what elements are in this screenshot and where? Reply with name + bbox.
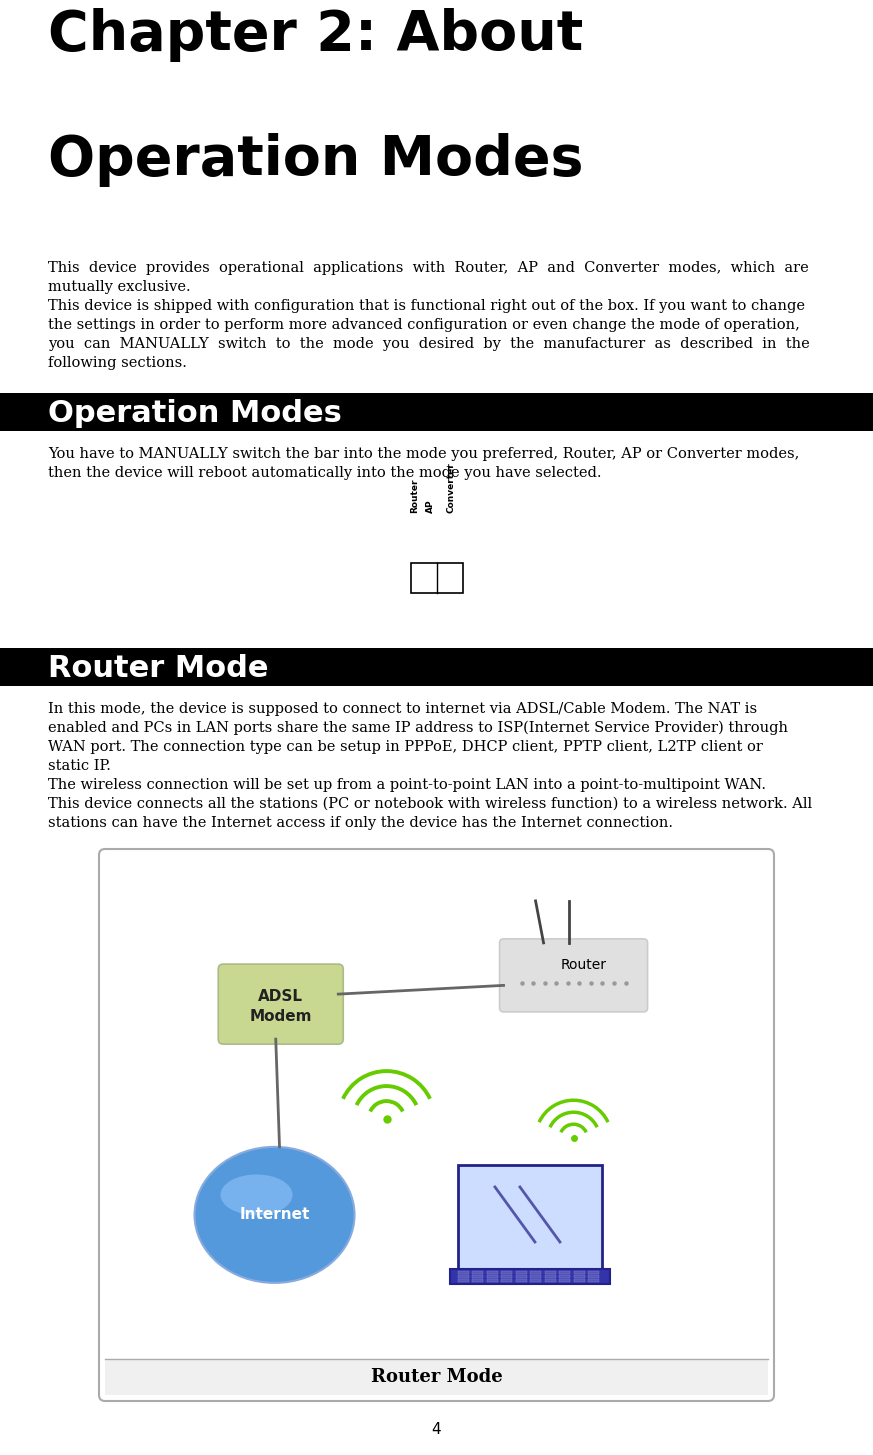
Bar: [516, 1272, 527, 1275]
FancyBboxPatch shape: [0, 647, 873, 685]
Text: Internet: Internet: [239, 1208, 310, 1222]
Bar: [574, 1272, 585, 1275]
Bar: [458, 1272, 469, 1275]
Text: then the device will reboot automatically into the mode you have selected.: then the device will reboot automaticall…: [48, 466, 601, 480]
Text: Router Mode: Router Mode: [371, 1368, 502, 1387]
Bar: [487, 1276, 498, 1277]
Text: Router Mode: Router Mode: [48, 653, 269, 682]
Text: Modem: Modem: [250, 1008, 312, 1024]
Text: ADSL: ADSL: [258, 988, 303, 1004]
Ellipse shape: [221, 1174, 292, 1215]
Text: static IP.: static IP.: [48, 760, 111, 773]
FancyBboxPatch shape: [0, 393, 873, 431]
Text: WAN port. The connection type can be setup in PPPoE, DHCP client, PPTP client, L: WAN port. The connection type can be set…: [48, 741, 763, 754]
Bar: [531, 1276, 541, 1277]
Bar: [472, 1276, 484, 1277]
Text: You have to MANUALLY switch the bar into the mode you preferred, Router, AP or C: You have to MANUALLY switch the bar into…: [48, 447, 800, 461]
Bar: [487, 1279, 498, 1282]
Ellipse shape: [195, 1147, 354, 1283]
Bar: [458, 1279, 469, 1282]
FancyBboxPatch shape: [218, 965, 343, 1045]
Bar: [545, 1279, 556, 1282]
Bar: [516, 1279, 527, 1282]
Bar: [588, 1276, 600, 1277]
Bar: [560, 1276, 570, 1277]
Text: Operation Modes: Operation Modes: [48, 399, 342, 428]
Text: stations can have the Internet access if only the device has the Internet connec: stations can have the Internet access if…: [48, 816, 673, 829]
Text: 4: 4: [431, 1423, 442, 1438]
FancyBboxPatch shape: [499, 938, 648, 1011]
Bar: [545, 1276, 556, 1277]
Bar: [516, 1276, 527, 1277]
Bar: [588, 1279, 600, 1282]
Text: In this mode, the device is supposed to connect to internet via ADSL/Cable Modem: In this mode, the device is supposed to …: [48, 701, 757, 716]
Bar: [501, 1272, 512, 1275]
Bar: [531, 1272, 541, 1275]
Bar: [472, 1279, 484, 1282]
Text: the settings in order to perform more advanced configuration or even change the : the settings in order to perform more ad…: [48, 319, 800, 332]
Bar: [531, 1279, 541, 1282]
Text: This device is shipped with configuration that is functional right out of the bo: This device is shipped with configuratio…: [48, 298, 805, 313]
Bar: [545, 1272, 556, 1275]
Bar: [560, 1279, 570, 1282]
Bar: [574, 1279, 585, 1282]
FancyBboxPatch shape: [105, 1359, 768, 1395]
Text: The wireless connection will be set up from a point-to-point LAN into a point-to: The wireless connection will be set up f…: [48, 778, 766, 792]
Bar: [472, 1272, 484, 1275]
Bar: [458, 1276, 469, 1277]
Text: enabled and PCs in LAN ports share the same IP address to ISP(Internet Service P: enabled and PCs in LAN ports share the s…: [48, 722, 788, 735]
Text: Router: Router: [560, 959, 607, 972]
FancyBboxPatch shape: [99, 850, 774, 1401]
FancyBboxPatch shape: [458, 1165, 602, 1269]
Text: Router: Router: [410, 479, 419, 514]
Bar: [501, 1276, 512, 1277]
Text: This  device  provides  operational  applications  with  Router,  AP  and  Conve: This device provides operational applica…: [48, 260, 808, 275]
Text: Chapter 2: About: Chapter 2: About: [48, 7, 583, 63]
Bar: [588, 1272, 600, 1275]
Text: This device connects all the stations (PC or notebook with wireless function) to: This device connects all the stations (P…: [48, 797, 812, 810]
Bar: [574, 1276, 585, 1277]
Text: Operation Modes: Operation Modes: [48, 132, 583, 188]
Text: Converter: Converter: [446, 463, 455, 514]
FancyBboxPatch shape: [450, 1269, 610, 1283]
Text: following sections.: following sections.: [48, 356, 187, 370]
FancyBboxPatch shape: [410, 563, 463, 594]
Text: AP: AP: [426, 499, 435, 514]
Text: you  can  MANUALLY  switch  to  the  mode  you  desired  by  the  manufacturer  : you can MANUALLY switch to the mode you …: [48, 338, 810, 351]
Bar: [560, 1272, 570, 1275]
Text: mutually exclusive.: mutually exclusive.: [48, 279, 190, 294]
Bar: [501, 1279, 512, 1282]
Bar: [487, 1272, 498, 1275]
